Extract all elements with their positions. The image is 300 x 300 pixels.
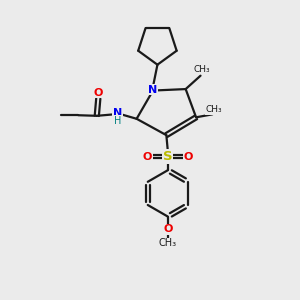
- Text: S: S: [163, 150, 172, 163]
- Text: CH₃: CH₃: [159, 238, 177, 248]
- Text: O: O: [163, 224, 172, 234]
- Text: O: O: [94, 88, 103, 98]
- Text: H: H: [114, 116, 122, 126]
- Text: N: N: [113, 108, 122, 118]
- Text: N: N: [148, 85, 158, 95]
- Text: O: O: [183, 152, 193, 161]
- Text: CH₃: CH₃: [206, 105, 222, 114]
- Text: CH₃: CH₃: [194, 65, 210, 74]
- Text: O: O: [143, 152, 152, 161]
